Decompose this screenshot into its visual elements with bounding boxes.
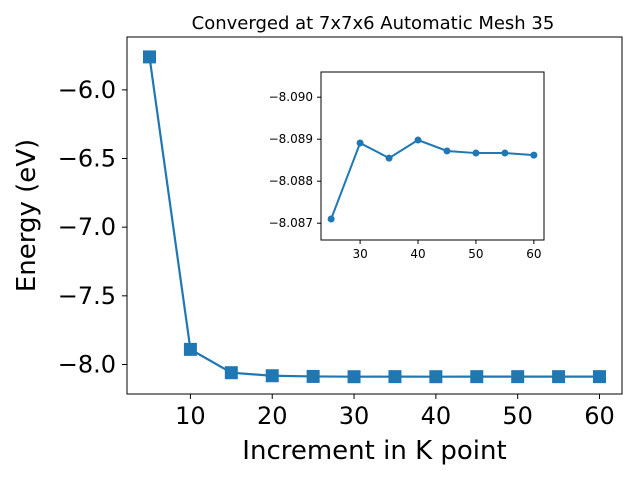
main-data-point <box>511 370 525 384</box>
main-x-tick-label: 20 <box>257 402 288 430</box>
main-data-point <box>429 370 443 384</box>
inset-data-point <box>327 215 335 223</box>
inset-x-tick-label: 40 <box>410 247 425 261</box>
main-data-point <box>306 369 320 383</box>
inset-data-point <box>414 136 422 144</box>
main-x-tick-label: 60 <box>584 402 615 430</box>
main-ticks: 10 20 30 40 50 60 −8.0 −7.5 −7.0 −6.5 −6.0 <box>58 76 615 430</box>
inset-x-tick-label: 30 <box>352 247 367 261</box>
inset-ticks: 30 40 50 60 −8.090 −8.089 −8.088 −8.087 <box>269 90 542 261</box>
x-axis-label: Increment in K point <box>242 436 506 466</box>
main-data-point <box>143 50 156 64</box>
inset-x-tick-label: 50 <box>468 247 483 261</box>
main-y-tick-label: −6.5 <box>58 145 116 173</box>
inset-y-tick-label: −8.090 <box>269 90 313 104</box>
main-x-tick-label: 40 <box>421 402 452 430</box>
main-x-tick-label: 30 <box>339 402 370 430</box>
inset-chart: 30 40 50 60 −8.090 −8.089 −8.088 −8.087 <box>269 71 545 261</box>
chart-title: Converged at 7x7x6 Automatic Mesh 35 <box>192 13 555 34</box>
main-y-tick-label: −7.5 <box>58 282 116 310</box>
main-y-tick-label: −7.0 <box>58 213 116 241</box>
main-y-tick-label: −8.0 <box>58 350 116 378</box>
inset-data-point <box>356 139 364 147</box>
main-data-point <box>552 370 566 384</box>
inset-data-point <box>530 151 538 159</box>
inset-data-point <box>443 147 451 155</box>
inset-y-tick-label: −8.089 <box>269 132 313 146</box>
main-data-point <box>224 366 238 380</box>
inset-data-point <box>472 149 480 157</box>
main-x-tick-label: 50 <box>502 402 533 430</box>
inset-points <box>327 136 538 223</box>
inset-x-tick-label: 60 <box>526 247 541 261</box>
inset-plot-area <box>320 71 545 241</box>
inset-y-tick-label: −8.087 <box>269 216 313 230</box>
main-x-tick-label: 10 <box>175 402 206 430</box>
inset-data-point <box>501 149 509 157</box>
main-y-tick-label: −6.0 <box>58 76 116 104</box>
main-series-line <box>148 56 600 378</box>
main-points <box>143 50 606 384</box>
inset-series-line <box>330 138 534 220</box>
inset-y-tick-label: −8.088 <box>269 174 313 188</box>
inset-data-point <box>385 154 393 162</box>
main-data-point <box>593 370 606 384</box>
main-data-point <box>183 342 197 356</box>
y-axis-label: Energy (eV) <box>12 139 42 292</box>
main-data-point <box>347 370 361 384</box>
main-data-point <box>388 370 402 384</box>
main-data-point <box>265 369 279 383</box>
main-data-point <box>470 370 484 384</box>
